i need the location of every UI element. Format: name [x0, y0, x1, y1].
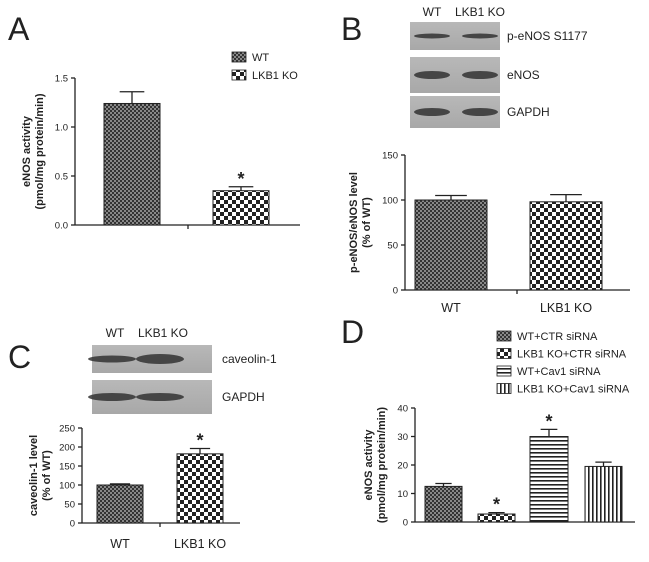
y-tick-label: 250 [59, 424, 75, 435]
y-tick-label: 0 [403, 518, 408, 529]
legend-swatch [496, 348, 512, 359]
panel-letter: B [341, 11, 362, 47]
y-tick-label: 30 [397, 432, 408, 443]
y-tick-label: 1.0 [55, 123, 68, 134]
y-tick-label: 40 [397, 404, 408, 415]
y-tick-label: 1.5 [55, 74, 68, 85]
blot-band [136, 354, 184, 364]
significance-mark: * [493, 495, 500, 515]
blot-row-label: eNOS [507, 68, 540, 82]
y-tick-label: 50 [64, 500, 75, 511]
bar [96, 484, 144, 524]
legend-swatch [231, 69, 247, 81]
error-bar [435, 194, 467, 200]
y-tick-label: 10 [397, 489, 408, 500]
error-bar [550, 193, 582, 202]
y-tick-label: 0.5 [55, 172, 68, 183]
significance-mark: * [196, 431, 203, 451]
bar [414, 199, 488, 291]
x-tick-label: LKB1 KO [540, 301, 592, 315]
error-bar [488, 511, 505, 515]
error-bar [189, 447, 211, 454]
blot-band [462, 71, 498, 79]
legend-swatch [496, 383, 512, 394]
blot-column-label: LKB1 KO [138, 326, 188, 340]
bar [584, 465, 623, 523]
legend-label: LKB1 KO+CTR siRNA [517, 349, 627, 361]
error-bar [595, 461, 612, 467]
y-axis-title: caveolin-1 level [28, 435, 40, 516]
y-tick-label: 150 [59, 462, 75, 473]
y-tick-label: 0 [70, 519, 75, 530]
x-tick-label: LKB1 KO [174, 537, 226, 551]
blot-band [88, 393, 136, 401]
y-tick-label: 20 [397, 461, 408, 472]
legend-swatch [231, 51, 247, 63]
error-bar [109, 483, 131, 485]
blot-row-label: p-eNOS S1177 [507, 29, 588, 43]
y-tick-label: 0.0 [55, 221, 68, 232]
y-axis-title: (pmol/mg protein/min) [34, 93, 46, 209]
panel-letter: C [8, 339, 31, 375]
y-tick-label: 200 [59, 443, 75, 454]
x-tick-label: WT [441, 301, 461, 315]
y-axis-title: (pmol/mg protein/min) [376, 407, 388, 523]
bar [103, 102, 161, 226]
blot-column-label: WT [423, 5, 442, 19]
panel-letter: A [8, 11, 30, 47]
blot-band [414, 33, 450, 39]
blot-band [88, 355, 136, 363]
error-bar [119, 91, 145, 104]
blot-column-label: WT [106, 326, 125, 340]
blot-band [462, 108, 498, 116]
bar [477, 513, 516, 523]
legend-label: LKB1 KO+Cav1 siRNA [517, 384, 630, 396]
bar [424, 485, 463, 523]
y-tick-label: 100 [59, 481, 75, 492]
legend-label: WT [252, 52, 269, 64]
x-tick-label: WT [110, 537, 130, 551]
significance-mark: * [237, 169, 244, 189]
blot-column-label: LKB1 KO [455, 5, 505, 19]
y-axis-title: eNOS activity [21, 115, 33, 187]
y-axis-title: eNOS activity [363, 429, 375, 501]
legend-swatch [496, 330, 512, 342]
y-tick-label: 50 [387, 241, 398, 252]
y-axis-title: (% of WT) [41, 450, 53, 501]
significance-mark: * [545, 411, 552, 431]
blot-row-label: GAPDH [507, 105, 550, 119]
y-tick-label: 100 [382, 196, 398, 207]
error-bar [540, 428, 558, 437]
legend-label: LKB1 KO [252, 70, 298, 82]
legend-label: WT+Cav1 siRNA [517, 366, 601, 378]
legend-label: WT+CTR siRNA [517, 331, 598, 343]
y-axis-title: p-eNOS/eNOS level [348, 172, 360, 273]
blot-row-label: GAPDH [222, 390, 265, 404]
blot-row-label: caveolin-1 [222, 352, 277, 366]
error-bar [228, 186, 254, 191]
legend-swatch [496, 365, 512, 377]
bar [529, 201, 603, 291]
blot-band [414, 108, 450, 116]
blot-band [136, 393, 184, 401]
y-tick-label: 150 [382, 151, 398, 162]
error-bar [435, 482, 452, 487]
bar [212, 190, 270, 226]
panel-letter: D [341, 314, 364, 350]
bar [529, 436, 569, 523]
y-tick-label: 0 [393, 286, 398, 297]
blot-band [414, 71, 450, 79]
bar [176, 453, 224, 524]
y-axis-title: (% of WT) [361, 197, 373, 248]
blot-band [462, 33, 498, 39]
